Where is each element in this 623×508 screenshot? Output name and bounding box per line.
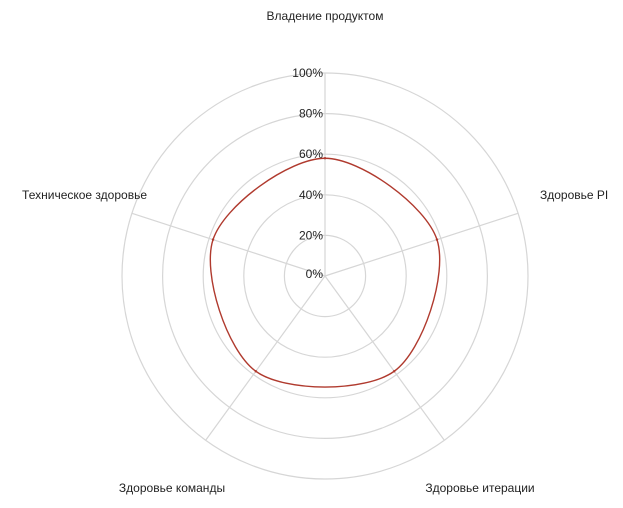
- radial-tick-label: 20%: [299, 228, 323, 242]
- axis-spoke: [324, 212, 519, 277]
- data-point: [393, 370, 396, 373]
- data-point: [211, 238, 215, 241]
- radial-tick-label: 40%: [299, 188, 323, 202]
- category-label: Здоровье PI: [540, 188, 608, 202]
- radial-tick-labels: 0% 20% 40% 60% 80% 100%: [292, 66, 323, 281]
- category-label: Здоровье итерации: [425, 481, 534, 495]
- category-label: Владение продуктом: [267, 9, 384, 23]
- radial-tick-label: 80%: [299, 107, 323, 121]
- series-line: [209, 157, 441, 388]
- category-label: Здоровье команды: [119, 481, 225, 495]
- data-point: [323, 157, 327, 160]
- radial-tick-label: 0%: [306, 267, 324, 281]
- series-layer: [209, 157, 441, 388]
- spoke-layer: [131, 73, 519, 441]
- category-labels: Владение продуктом Здоровье PI Здоровье ит…: [22, 9, 608, 495]
- radial-tick-label: 60%: [299, 147, 323, 161]
- data-point: [435, 238, 439, 241]
- axis-spoke: [131, 212, 326, 277]
- category-label: Техническое здоровье: [22, 188, 147, 202]
- radial-tick-label: 100%: [292, 66, 323, 80]
- axis-spoke: [324, 275, 445, 441]
- axis-spoke: [205, 275, 326, 441]
- data-point: [254, 370, 257, 373]
